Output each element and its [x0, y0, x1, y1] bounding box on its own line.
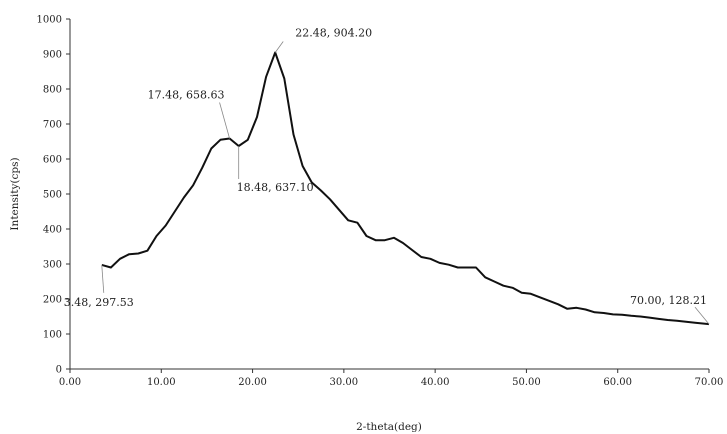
x-tick-label: 10.00: [147, 377, 176, 388]
y-tick-label: 1000: [37, 15, 62, 26]
y-tick-label: 700: [43, 120, 62, 131]
x-tick-label: 50.00: [512, 377, 541, 388]
y-tick-label: 200: [43, 295, 62, 306]
data-label: 22.48, 904.20: [295, 27, 372, 40]
y-tick-label: 800: [43, 85, 62, 96]
annotation-leader: [101, 264, 105, 293]
x-tick-label: 30.00: [330, 377, 359, 388]
data-label: 17.48, 658.63: [148, 88, 225, 101]
data-label: 70.00, 128.21: [630, 294, 707, 307]
y-tick-label: 600: [43, 155, 62, 166]
annotation-leader: [274, 41, 284, 53]
data-label: 3.48, 297.53: [64, 296, 134, 309]
x-tick-label: 70.00: [695, 377, 724, 388]
series-line: [101, 51, 710, 326]
y-axis: 0 100 200 300 400 500 600 700 800 900 1000: [37, 15, 71, 376]
y-tick-group: 0 100 200 300 400 500 600 700 800 900 1000: [37, 15, 70, 376]
y-tick-label: 900: [43, 50, 62, 61]
x-axis: 0.00 10.00 20.00 30.00 40.00 50.00 60.00 70.00: [59, 368, 723, 388]
y-axis-label: Intensity(cps): [9, 157, 21, 230]
x-axis-label: 2-theta(deg): [356, 421, 422, 433]
annotation-leader: [694, 306, 710, 325]
x-tick-group: 0.00 10.00 20.00 30.00 40.00 50.00 60.00 70.00: [59, 369, 723, 388]
y-tick-label: 100: [43, 330, 62, 341]
x-tick-label: 0.00: [59, 377, 81, 388]
data-label: 18.48, 637.10: [237, 181, 314, 194]
y-tick-label: 0: [56, 365, 62, 376]
y-tick-label: 500: [43, 190, 62, 201]
x-tick-label: 20.00: [238, 377, 267, 388]
annotation-leader: [219, 102, 230, 139]
x-tick-label: 40.00: [421, 377, 450, 388]
x-tick-label: 60.00: [603, 377, 632, 388]
y-tick-label: 300: [43, 260, 62, 271]
y-tick-label: 400: [43, 225, 62, 236]
annotation-group: 22.48, 904.20 17.48, 658.63 18.48, 637.10 3…: [64, 27, 710, 325]
